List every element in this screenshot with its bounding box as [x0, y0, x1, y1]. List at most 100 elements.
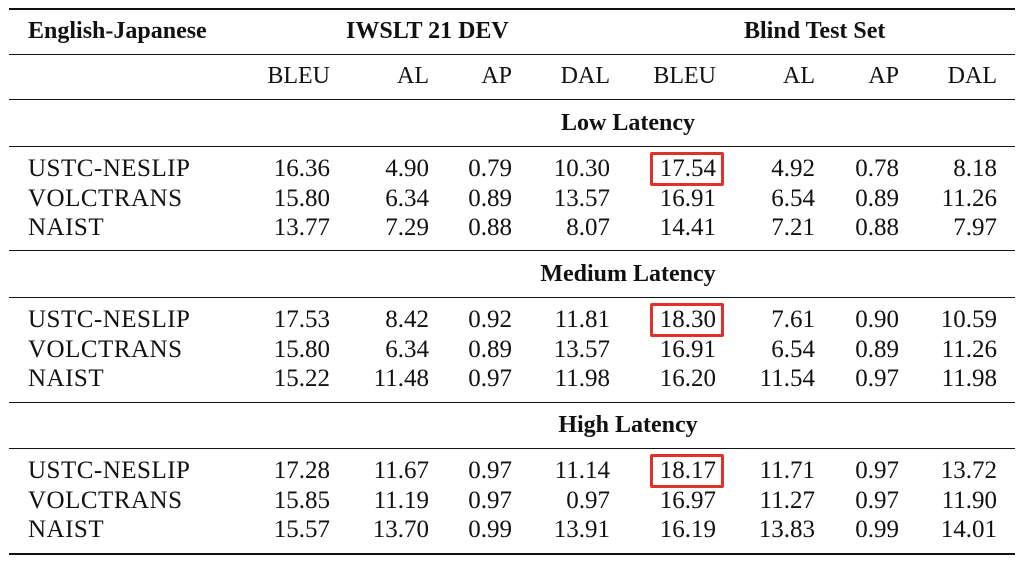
corner-label: English-Japanese — [28, 18, 207, 44]
section-title-medium: Medium Latency — [540, 261, 716, 287]
table-cell: 17.53 — [273, 306, 330, 333]
best-score-highlight-box — [650, 454, 724, 488]
table-cell: 0.97 — [468, 365, 512, 392]
table-cell: 0.89 — [468, 184, 512, 212]
table-cell: 11.54 — [759, 365, 815, 392]
table-cell: 6.54 — [771, 335, 815, 363]
metric-header-rule — [9, 99, 1015, 100]
table-cell: 10.30 — [553, 155, 610, 182]
table-cell: 0.97 — [468, 457, 512, 484]
table-cell: 11.27 — [759, 486, 815, 514]
table-cell: 15.57 — [273, 516, 330, 543]
system-name: USTC-NESLIP — [28, 155, 191, 182]
metric-header-dal-7: DAL — [947, 63, 997, 89]
table-cell: 15.22 — [273, 365, 330, 392]
table-cell: 16.91 — [659, 184, 716, 212]
table-cell: 16.97 — [659, 486, 716, 514]
system-name: VOLCTRANS — [28, 486, 183, 514]
table-cell: 11.98 — [554, 365, 610, 392]
bottom-rule — [9, 553, 1015, 555]
table-cell: 11.71 — [759, 457, 815, 484]
system-name: VOLCTRANS — [28, 184, 183, 212]
table-cell: 0.99 — [468, 516, 512, 543]
table-cell: 10.59 — [940, 306, 997, 333]
table-cell: 11.26 — [941, 335, 997, 363]
group-header-iwslt: IWSLT 21 DEV — [346, 18, 509, 44]
metric-header-ap-6: AP — [868, 63, 899, 89]
table-cell: 4.90 — [385, 155, 429, 182]
table-cell: 11.98 — [941, 365, 997, 392]
top-rule — [9, 8, 1015, 10]
table-cell: 15.80 — [273, 335, 330, 363]
table-cell: 7.61 — [771, 306, 815, 333]
table-cell: 11.19 — [373, 486, 429, 514]
metric-header-dal-3: DAL — [560, 63, 610, 89]
table-cell: 0.79 — [468, 155, 512, 182]
section-rule-low — [9, 146, 1015, 147]
table-cell: 0.97 — [855, 365, 899, 392]
system-name: USTC-NESLIP — [28, 306, 191, 333]
table-cell: 16.91 — [659, 335, 716, 363]
system-name: NAIST — [28, 214, 105, 241]
table-cell: 0.88 — [855, 214, 899, 241]
table-cell: 16.36 — [273, 155, 330, 182]
metric-header-ap-2: AP — [481, 63, 512, 89]
best-score-highlight-box — [650, 152, 724, 186]
table-cell: 7.97 — [953, 214, 997, 241]
table-cell: 6.34 — [385, 335, 429, 363]
system-name: USTC-NESLIP — [28, 457, 191, 484]
table-cell: 8.42 — [385, 306, 429, 333]
table-cell: 14.01 — [940, 516, 997, 543]
table-cell: 4.92 — [771, 155, 815, 182]
table-cell: 0.97 — [468, 486, 512, 514]
group-header-rule — [9, 54, 1015, 55]
table-cell: 18.17 — [659, 457, 716, 484]
table-cell: 11.26 — [941, 184, 997, 212]
table-cell: 17.28 — [273, 457, 330, 484]
system-name: VOLCTRANS — [28, 335, 183, 363]
system-name: NAIST — [28, 516, 105, 543]
table-cell: 0.89 — [468, 335, 512, 363]
table-cell: 11.67 — [373, 457, 429, 484]
metric-header-al-5: AL — [783, 63, 815, 89]
metric-header-al-1: AL — [397, 63, 429, 89]
table-cell: 18.30 — [659, 306, 716, 333]
table-cell: 13.91 — [553, 516, 610, 543]
table-cell: 11.81 — [554, 306, 610, 333]
table-cell: 17.54 — [659, 155, 716, 182]
table-cell: 6.54 — [771, 184, 815, 212]
table-cell: 11.14 — [554, 457, 610, 484]
table-cell: 15.85 — [273, 486, 330, 514]
table-cell: 7.21 — [771, 214, 815, 241]
section-title-high: High Latency — [558, 412, 698, 438]
section-rule-high — [9, 448, 1015, 449]
table-cell: 0.97 — [855, 486, 899, 514]
table-cell: 8.18 — [953, 155, 997, 182]
table-cell: 13.72 — [940, 457, 997, 484]
section-title-low: Low Latency — [561, 110, 695, 136]
table-cell: 8.07 — [566, 214, 610, 241]
group-header-blind: Blind Test Set — [744, 18, 886, 44]
table-cell: 13.70 — [372, 516, 429, 543]
section-end-rule-low — [9, 250, 1015, 251]
table-cell: 14.41 — [659, 214, 716, 241]
table-cell: 0.92 — [468, 306, 512, 333]
table-cell: 16.19 — [659, 516, 716, 543]
table-cell: 0.99 — [855, 516, 899, 543]
table-cell: 15.80 — [273, 184, 330, 212]
metric-header-bleu-0: BLEU — [267, 63, 330, 89]
section-end-rule-medium — [9, 402, 1015, 403]
table-cell: 0.97 — [855, 457, 899, 484]
table-cell: 0.89 — [855, 184, 899, 212]
table-cell: 6.34 — [385, 184, 429, 212]
table-cell: 0.78 — [855, 155, 899, 182]
table-cell: 13.57 — [553, 335, 610, 363]
table-cell: 11.48 — [373, 365, 429, 392]
table-cell: 13.57 — [553, 184, 610, 212]
metric-header-bleu-4: BLEU — [653, 63, 716, 89]
table-cell: 13.77 — [273, 214, 330, 241]
table-cell: 11.90 — [941, 486, 997, 514]
best-score-highlight-box — [650, 303, 724, 337]
system-name: NAIST — [28, 365, 105, 392]
table-cell: 0.88 — [468, 214, 512, 241]
